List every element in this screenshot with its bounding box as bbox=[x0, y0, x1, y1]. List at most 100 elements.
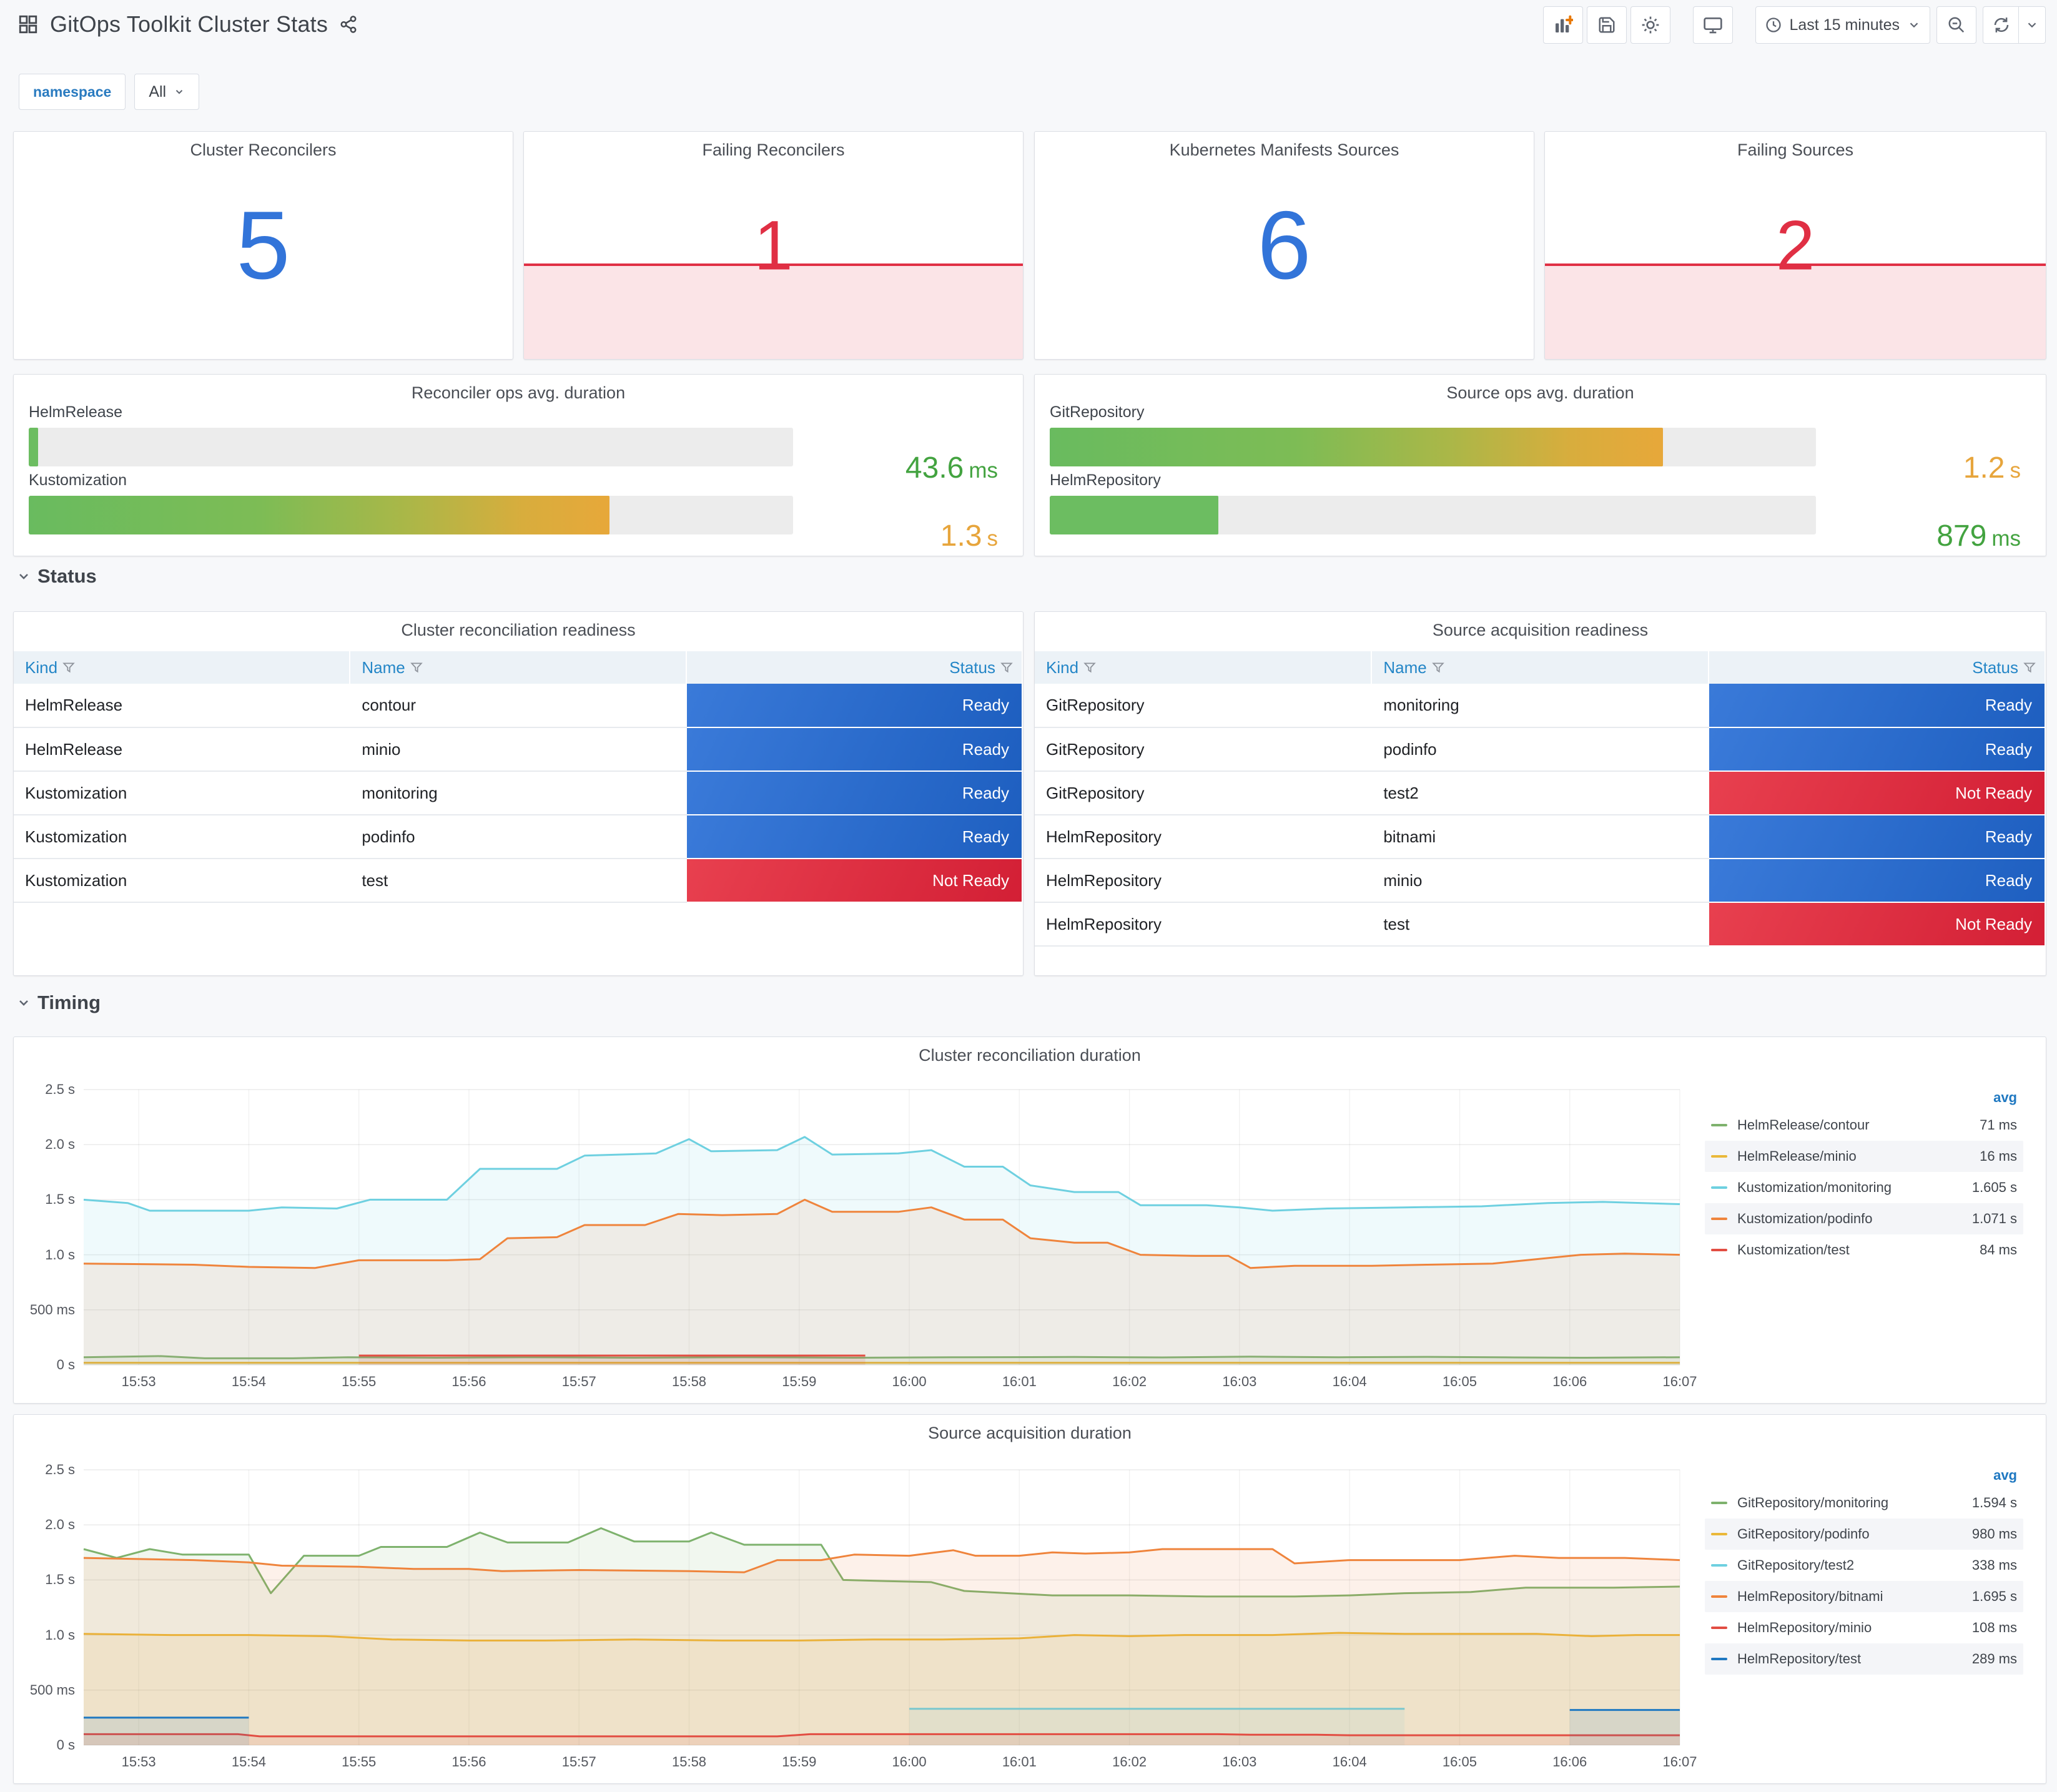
legend-item[interactable]: HelmRelease/minio 16 ms bbox=[1705, 1141, 2023, 1172]
legend-item[interactable]: GitRepository/monitoring 1.594 s bbox=[1705, 1487, 2023, 1519]
plot-area[interactable]: 0 s 500 ms 1.0 s 1.5 s 2.0 s 2.5 s 15:53 15:54 1… bbox=[30, 1081, 1697, 1389]
panel-title[interactable]: Source ops avg. duration bbox=[1446, 383, 1634, 402]
legend-item[interactable]: GitRepository/podinfo 980 ms bbox=[1705, 1519, 2023, 1550]
legend-avg-header[interactable]: avg bbox=[1993, 1467, 2017, 1483]
x-axis-tick: 15:55 bbox=[342, 1754, 377, 1770]
column-header-kind[interactable]: Kind bbox=[1035, 651, 1373, 684]
table-panel-source-readiness[interactable]: Source acquisition readiness Kind Name Sta… bbox=[1034, 611, 2046, 976]
stat-panel-failing-reconcilers[interactable]: Failing Reconcilers 1 bbox=[523, 131, 1024, 360]
series-color-dash bbox=[1711, 1186, 1727, 1189]
stat-panel-cluster-reconcilers[interactable]: Cluster Reconcilers 5 bbox=[13, 131, 513, 360]
cell-name: monitoring bbox=[1371, 684, 1709, 728]
panel-title[interactable]: Cluster Reconcilers bbox=[190, 140, 337, 159]
column-header-status[interactable]: Status bbox=[1708, 651, 2046, 684]
zoom-out-time-button[interactable] bbox=[1936, 6, 1976, 44]
stat-sparkline bbox=[524, 263, 1023, 359]
stat-value: 5 bbox=[236, 191, 290, 299]
legend-item[interactable]: HelmRelease/contour 71 ms bbox=[1705, 1110, 2023, 1141]
series-name: GitRepository/test2 bbox=[1737, 1557, 1855, 1573]
timeseries-panel-source-acquisition[interactable]: Source acquisition duration 0 s 500 ms 1.0… bbox=[13, 1414, 2046, 1784]
x-axis-tick: 16:07 bbox=[1662, 1374, 1697, 1389]
table-panel-cluster-readiness[interactable]: Cluster reconciliation readiness Kind Nam… bbox=[13, 611, 1024, 976]
x-axis-tick: 16:02 bbox=[1112, 1374, 1147, 1389]
timeseries-panel-cluster-reconciliation[interactable]: Cluster reconciliation duration 0 s 500 m… bbox=[13, 1036, 2046, 1404]
y-axis-tick: 2.5 s bbox=[45, 1462, 75, 1477]
share-icon[interactable] bbox=[339, 15, 358, 34]
save-dashboard-button[interactable] bbox=[1586, 6, 1627, 44]
x-axis-tick: 15:56 bbox=[451, 1374, 486, 1389]
section-row-status[interactable]: Status bbox=[16, 565, 97, 588]
x-axis-tick: 15:58 bbox=[671, 1374, 707, 1389]
refresh-button[interactable] bbox=[1983, 6, 2046, 44]
cell-name: bitnami bbox=[1371, 815, 1709, 859]
column-header-name[interactable]: Name bbox=[350, 651, 687, 684]
cell-name: test bbox=[350, 859, 687, 903]
legend-avg-header[interactable]: avg bbox=[1993, 1090, 2017, 1105]
legend-item[interactable]: Kustomization/podinfo 1.071 s bbox=[1705, 1203, 2023, 1234]
section-title: Timing bbox=[37, 992, 101, 1013]
column-header-kind[interactable]: Kind bbox=[14, 651, 351, 684]
table-row: HelmRepository minio Ready bbox=[1035, 859, 2046, 903]
cell-name: podinfo bbox=[350, 815, 687, 859]
table-row: GitRepository monitoring Ready bbox=[1035, 684, 2046, 728]
table-row: HelmRelease minio Ready bbox=[14, 727, 1023, 772]
series-avg-value: 1.695 s bbox=[1971, 1588, 2017, 1604]
x-axis-tick: 15:54 bbox=[231, 1754, 266, 1770]
panel-title[interactable]: Kubernetes Manifests Sources bbox=[1169, 140, 1399, 159]
legend-item[interactable]: HelmRepository/minio 108 ms bbox=[1705, 1612, 2023, 1643]
series-color-dash bbox=[1711, 1658, 1727, 1660]
panel-title[interactable]: Failing Reconcilers bbox=[702, 140, 845, 159]
table-row: Kustomization podinfo Ready bbox=[14, 815, 1023, 859]
panel-title[interactable]: Cluster reconciliation duration bbox=[919, 1046, 1141, 1065]
status-badge: Ready bbox=[1709, 859, 2045, 902]
section-row-timing[interactable]: Timing bbox=[16, 992, 101, 1014]
cell-kind: HelmRepository bbox=[1035, 859, 1373, 903]
series-avg-value: 289 ms bbox=[1971, 1651, 2017, 1666]
status-badge: Not Ready bbox=[1709, 772, 2045, 814]
legend-item[interactable]: HelmRepository/bitnami 1.695 s bbox=[1705, 1581, 2023, 1612]
stat-panel-failing-sources[interactable]: Failing Sources 2 bbox=[1544, 131, 2046, 360]
stat-value: 6 bbox=[1257, 191, 1311, 299]
column-header-status[interactable]: Status bbox=[686, 651, 1023, 684]
stat-panel-manifests-sources[interactable]: Kubernetes Manifests Sources 6 bbox=[1034, 131, 1534, 360]
add-panel-button[interactable] bbox=[1542, 6, 1583, 44]
x-axis-tick: 16:00 bbox=[892, 1754, 927, 1770]
cycle-view-mode-button[interactable] bbox=[1692, 6, 1733, 44]
cell-kind: Kustomization bbox=[14, 771, 351, 815]
panel-title[interactable]: Source acquisition readiness bbox=[1432, 621, 1649, 639]
panel-title[interactable]: Cluster reconciliation readiness bbox=[401, 621, 636, 639]
refresh-interval-dropdown[interactable] bbox=[2018, 7, 2045, 43]
x-axis-tick: 16:04 bbox=[1332, 1374, 1367, 1389]
panel-title[interactable]: Reconciler ops avg. duration bbox=[411, 383, 626, 402]
column-header-name[interactable]: Name bbox=[1371, 651, 1709, 684]
status-badge: Ready bbox=[686, 772, 1022, 814]
table-row: HelmRepository bitnami Ready bbox=[1035, 815, 2046, 859]
plot-area[interactable]: 0 s 500 ms 1.0 s 1.5 s 2.0 s 2.5 s 15:53 15:54 1… bbox=[30, 1462, 1697, 1770]
variable-namespace-select[interactable]: All bbox=[134, 74, 200, 110]
series-name: HelmRepository/bitnami bbox=[1737, 1588, 1883, 1604]
cell-kind: HelmRepository bbox=[1035, 902, 1373, 947]
x-axis-tick: 16:03 bbox=[1222, 1754, 1257, 1770]
series-avg-value: 71 ms bbox=[1980, 1117, 2017, 1133]
bargauge-panel-reconciler-ops[interactable]: Reconciler ops avg. duration HelmRelease… bbox=[13, 374, 1024, 556]
legend-item[interactable]: Kustomization/monitoring 1.605 s bbox=[1705, 1172, 2023, 1203]
x-axis-tick: 16:06 bbox=[1552, 1374, 1587, 1389]
series-color-dash bbox=[1711, 1218, 1727, 1220]
dashboard-grid-icon bbox=[17, 14, 39, 35]
x-axis-tick: 15:57 bbox=[561, 1374, 596, 1389]
series-avg-value: 1.605 s bbox=[1971, 1179, 2017, 1195]
series-color-dash bbox=[1711, 1155, 1727, 1158]
x-axis-tick: 16:01 bbox=[1002, 1374, 1037, 1389]
time-range-picker[interactable]: Last 15 minutes bbox=[1755, 6, 1930, 44]
gauge-label: HelmRelease bbox=[29, 403, 123, 421]
legend-item[interactable]: Kustomization/test 84 ms bbox=[1705, 1234, 2023, 1266]
bargauge-panel-source-ops[interactable]: Source ops avg. duration GitRepository 1… bbox=[1034, 374, 2046, 556]
legend-item[interactable]: GitRepository/test2 338 ms bbox=[1705, 1550, 2023, 1581]
series-color-dash bbox=[1711, 1502, 1727, 1504]
legend-item[interactable]: HelmRepository/test 289 ms bbox=[1705, 1643, 2023, 1675]
series-name: Kustomization/test bbox=[1737, 1242, 1850, 1258]
cell-name: podinfo bbox=[1371, 727, 1709, 772]
panel-title[interactable]: Source acquisition duration bbox=[928, 1424, 1132, 1442]
panel-title[interactable]: Failing Sources bbox=[1737, 140, 1854, 159]
dashboard-settings-button[interactable] bbox=[1630, 6, 1670, 44]
